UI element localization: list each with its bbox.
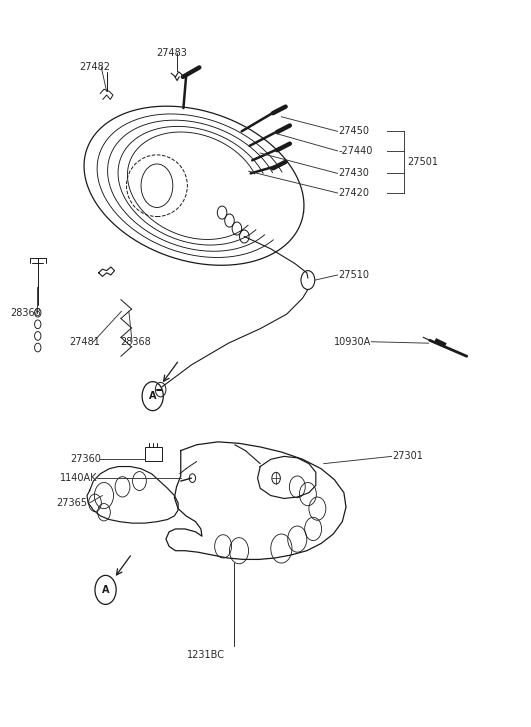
Text: 27430: 27430 (339, 169, 370, 178)
Text: 27481: 27481 (70, 337, 100, 347)
Text: 10930A: 10930A (335, 337, 372, 347)
Text: 27501: 27501 (407, 157, 439, 166)
Text: 27450: 27450 (339, 126, 370, 136)
Text: -27440: -27440 (339, 146, 373, 156)
Text: 27301: 27301 (392, 451, 424, 462)
Text: 27365: 27365 (56, 498, 87, 508)
Text: A: A (149, 391, 157, 401)
Text: 27483: 27483 (156, 48, 187, 58)
Text: 28368: 28368 (10, 308, 41, 318)
Text: 27482: 27482 (79, 63, 110, 73)
Text: 1231BC: 1231BC (187, 650, 225, 660)
Text: A: A (102, 585, 109, 595)
Text: 27420: 27420 (339, 188, 370, 198)
Text: 27360: 27360 (71, 454, 101, 465)
Text: 1140AK: 1140AK (60, 473, 98, 483)
Text: 27510: 27510 (339, 270, 370, 280)
Bar (145, 447, 162, 462)
Text: 28368: 28368 (120, 337, 151, 347)
